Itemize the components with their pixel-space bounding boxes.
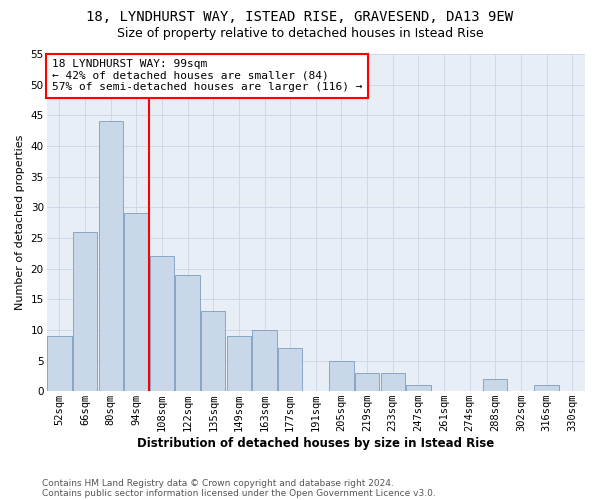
Bar <box>227 336 251 391</box>
Bar <box>175 274 200 391</box>
Bar <box>201 312 226 391</box>
Text: 18, LYNDHURST WAY, ISTEAD RISE, GRAVESEND, DA13 9EW: 18, LYNDHURST WAY, ISTEAD RISE, GRAVESEN… <box>86 10 514 24</box>
Bar <box>278 348 302 391</box>
Bar <box>483 379 508 391</box>
Bar <box>98 122 123 391</box>
Text: Size of property relative to detached houses in Istead Rise: Size of property relative to detached ho… <box>116 28 484 40</box>
Text: Contains HM Land Registry data © Crown copyright and database right 2024.: Contains HM Land Registry data © Crown c… <box>42 478 394 488</box>
X-axis label: Distribution of detached houses by size in Istead Rise: Distribution of detached houses by size … <box>137 437 494 450</box>
Bar <box>535 385 559 391</box>
Bar <box>406 385 431 391</box>
Bar <box>355 373 379 391</box>
Y-axis label: Number of detached properties: Number of detached properties <box>15 135 25 310</box>
Bar <box>47 336 71 391</box>
Bar <box>150 256 174 391</box>
Bar <box>73 232 97 391</box>
Text: 18 LYNDHURST WAY: 99sqm
← 42% of detached houses are smaller (84)
57% of semi-de: 18 LYNDHURST WAY: 99sqm ← 42% of detache… <box>52 59 362 92</box>
Bar <box>329 360 353 391</box>
Bar <box>380 373 405 391</box>
Text: Contains public sector information licensed under the Open Government Licence v3: Contains public sector information licen… <box>42 488 436 498</box>
Bar <box>124 214 148 391</box>
Bar <box>253 330 277 391</box>
